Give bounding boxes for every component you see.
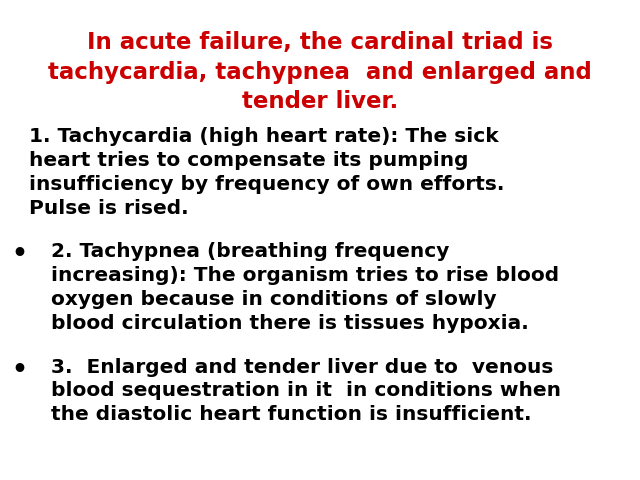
Text: 2. Tachypnea (breathing frequency
increasing): The organism tries to rise blood
: 2. Tachypnea (breathing frequency increa… bbox=[51, 242, 559, 333]
Text: In acute failure, the cardinal triad is
tachycardia, tachypnea  and enlarged and: In acute failure, the cardinal triad is … bbox=[48, 31, 592, 113]
Text: •: • bbox=[12, 358, 28, 382]
Text: 3.  Enlarged and tender liver due to  venous
blood sequestration in it  in condi: 3. Enlarged and tender liver due to veno… bbox=[51, 358, 561, 424]
Text: •: • bbox=[12, 242, 28, 266]
Text: 1. Tachycardia (high heart rate): The sick
heart tries to compensate its pumping: 1. Tachycardia (high heart rate): The si… bbox=[29, 127, 504, 217]
